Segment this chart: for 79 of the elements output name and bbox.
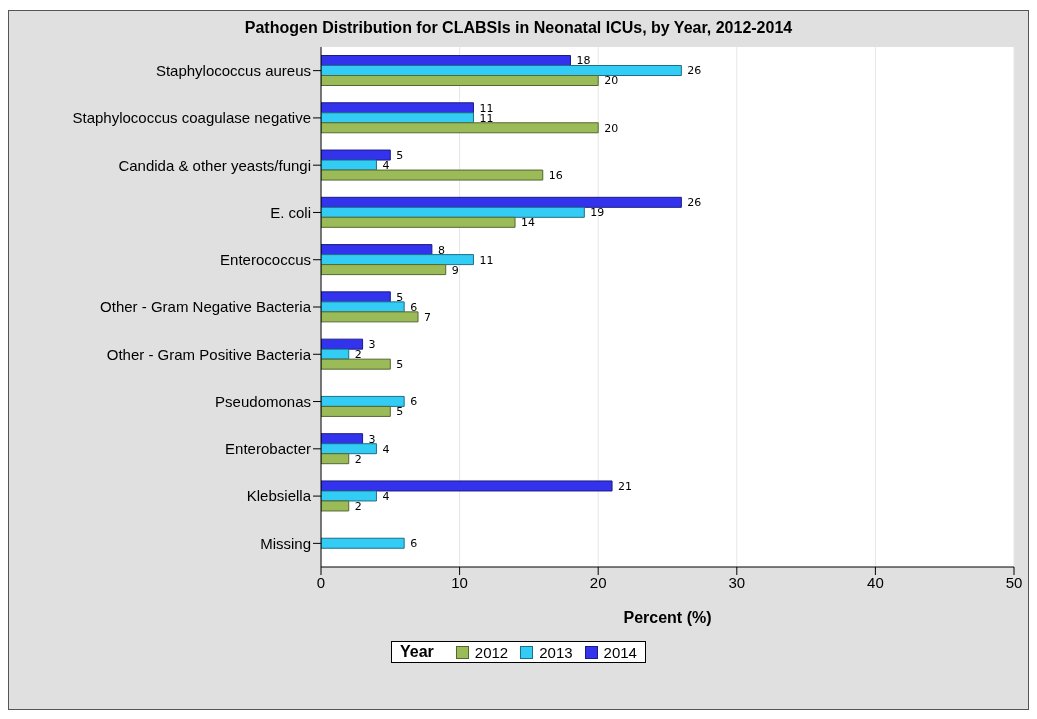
y-tick-label: Enterococcus <box>220 251 311 269</box>
bar <box>321 395 405 407</box>
data-label: 20 <box>604 74 619 88</box>
bar <box>321 405 391 417</box>
data-label: 5 <box>396 405 404 419</box>
data-label: 16 <box>548 168 563 182</box>
bar <box>321 244 433 256</box>
x-axis-title: Percent (%) <box>623 609 712 626</box>
legend-title: Year <box>400 643 434 661</box>
x-tick-label: 10 <box>451 573 468 591</box>
y-tick-label: Pseudomonas <box>215 392 311 410</box>
data-label: 4 <box>382 442 390 456</box>
data-label: 11 <box>479 253 494 267</box>
bar <box>321 291 391 303</box>
data-label: 7 <box>424 310 432 324</box>
y-tick-label: Klebsiella <box>246 487 312 505</box>
data-label: 6 <box>410 300 418 314</box>
bar <box>321 169 544 181</box>
data-label: 20 <box>604 121 619 135</box>
data-label: 4 <box>382 158 390 172</box>
legend-label: 2013 <box>538 643 573 661</box>
data-label: 21 <box>618 479 633 493</box>
bar <box>321 159 377 171</box>
bar <box>321 149 391 161</box>
data-label: 5 <box>396 148 404 162</box>
data-label: 2 <box>354 499 362 513</box>
data-label: 5 <box>396 290 404 304</box>
bar <box>321 206 585 218</box>
y-tick-label: Staphylococcus coagulase negative <box>72 109 311 127</box>
bar <box>321 537 405 549</box>
y-tick-label: Staphylococcus aureus <box>155 61 311 79</box>
data-label: 6 <box>410 395 418 409</box>
data-label: 14 <box>521 216 536 230</box>
y-tick-label: E. coli <box>270 203 311 221</box>
bar <box>321 102 474 114</box>
data-label: 5 <box>396 358 404 372</box>
data-label: 3 <box>368 432 376 446</box>
data-label: 18 <box>576 54 591 68</box>
legend-label: 2014 <box>602 643 637 661</box>
bar <box>321 358 391 370</box>
x-tick-label: 40 <box>867 573 884 591</box>
y-tick-label: Enterobacter <box>225 440 311 458</box>
bar <box>321 453 350 465</box>
bar <box>321 338 364 350</box>
data-label: 4 <box>382 489 390 503</box>
data-label: 2 <box>354 348 362 362</box>
legend-label: 2012 <box>473 643 509 661</box>
bar <box>321 55 571 67</box>
bar <box>321 65 682 77</box>
bar <box>321 490 377 502</box>
bar <box>321 196 682 208</box>
chart-title: Pathogen Distribution for CLABSIs in Neonatal ICUs, by Year, 2012-2014 <box>243 18 794 38</box>
y-tick-label: Other - Gram Positive Bacteria <box>106 345 312 363</box>
data-label: 26 <box>687 196 702 210</box>
data-label: 19 <box>590 206 605 220</box>
data-label: 2 <box>354 452 362 466</box>
bar <box>321 500 350 512</box>
data-label: 3 <box>368 338 376 352</box>
x-tick-label: 30 <box>728 573 746 591</box>
data-label: 9 <box>451 263 459 277</box>
bar <box>321 75 599 87</box>
bar <box>321 122 599 134</box>
x-tick-label: 0 <box>316 573 326 591</box>
y-tick-label: Missing <box>260 534 311 552</box>
bar <box>321 254 474 266</box>
bar <box>321 311 419 323</box>
bar <box>321 264 447 276</box>
x-tick-label: 20 <box>589 573 607 591</box>
bar <box>321 301 405 313</box>
bar <box>321 443 377 455</box>
bar <box>321 480 613 492</box>
bar <box>321 112 474 124</box>
data-label: 26 <box>687 64 702 78</box>
y-tick-label: Other - Gram Negative Bacteria <box>100 298 312 316</box>
data-label: 8 <box>437 243 445 257</box>
y-tick-label: Candida & other yeasts/fungi <box>118 156 311 174</box>
data-label: 6 <box>410 537 418 551</box>
x-tick-label: 50 <box>1005 573 1023 591</box>
bar <box>321 216 516 228</box>
